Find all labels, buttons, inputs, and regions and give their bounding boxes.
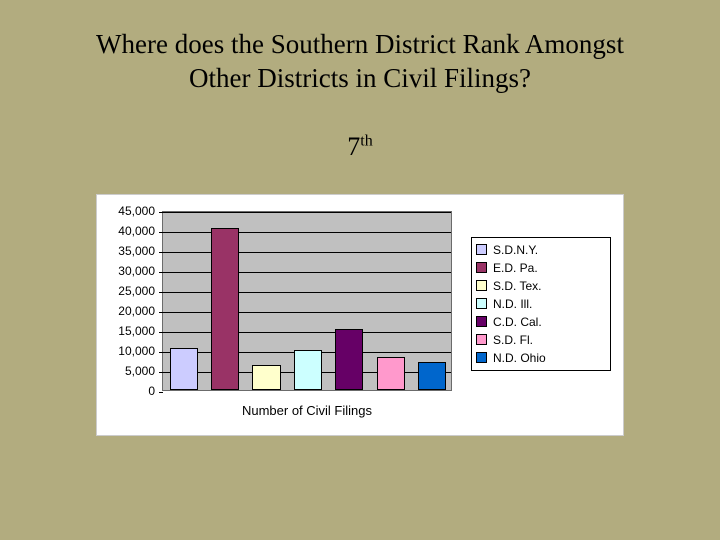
grid-line bbox=[163, 292, 451, 293]
y-tick bbox=[159, 392, 163, 393]
legend-item: E.D. Pa. bbox=[476, 259, 606, 277]
y-tick-label: 15,000 bbox=[97, 325, 155, 337]
bar bbox=[335, 329, 363, 390]
bar bbox=[377, 357, 405, 390]
y-tick-label: 5,000 bbox=[97, 365, 155, 377]
legend-label: N.D. Ill. bbox=[493, 297, 532, 311]
chart-container: 0 5,000 10,000 15,000 20,000 25,000 30,000 35,0… bbox=[96, 194, 624, 436]
y-tick-label: 35,000 bbox=[97, 245, 155, 257]
legend-item: S.D. Tex. bbox=[476, 277, 606, 295]
y-tick-label: 20,000 bbox=[97, 305, 155, 317]
title-line-1: Where does the Southern District Rank Am… bbox=[96, 29, 624, 59]
y-tick bbox=[159, 212, 163, 213]
legend-swatch bbox=[476, 316, 487, 327]
y-axis-labels: 0 5,000 10,000 15,000 20,000 25,000 30,000 35,0… bbox=[97, 205, 159, 397]
legend-item: C.D. Cal. bbox=[476, 313, 606, 331]
bar bbox=[418, 362, 446, 389]
y-tick-label: 40,000 bbox=[97, 225, 155, 237]
legend-label: E.D. Pa. bbox=[493, 261, 538, 275]
bar bbox=[294, 350, 322, 390]
y-tick-label: 0 bbox=[97, 385, 155, 397]
plot-area bbox=[162, 211, 452, 391]
grid-line bbox=[163, 232, 451, 233]
bar bbox=[252, 365, 280, 390]
y-tick bbox=[159, 272, 163, 273]
legend-label: S.D. Fl. bbox=[493, 333, 533, 347]
y-tick bbox=[159, 232, 163, 233]
legend-swatch bbox=[476, 334, 487, 345]
grid-line bbox=[163, 312, 451, 313]
rank-display: 7th bbox=[0, 132, 720, 162]
rank-number: 7 bbox=[347, 132, 360, 161]
rank-suffix: th bbox=[360, 132, 372, 149]
grid-line bbox=[163, 332, 451, 333]
bar bbox=[211, 228, 239, 390]
y-tick bbox=[159, 332, 163, 333]
y-tick bbox=[159, 312, 163, 313]
legend-label: S.D.N.Y. bbox=[493, 243, 538, 257]
legend-label: N.D. Ohio bbox=[493, 351, 546, 365]
legend-item: S.D.N.Y. bbox=[476, 241, 606, 259]
legend-swatch bbox=[476, 244, 487, 255]
y-tick-label: 45,000 bbox=[97, 205, 155, 217]
legend-item: S.D. Fl. bbox=[476, 331, 606, 349]
legend: S.D.N.Y. E.D. Pa. S.D. Tex. N.D. Ill. C.D. C… bbox=[471, 237, 611, 371]
y-tick bbox=[159, 252, 163, 253]
grid-line bbox=[163, 272, 451, 273]
legend-swatch bbox=[476, 352, 487, 363]
legend-swatch bbox=[476, 298, 487, 309]
legend-item: N.D. Ill. bbox=[476, 295, 606, 313]
legend-swatch bbox=[476, 280, 487, 291]
grid-line bbox=[163, 212, 451, 213]
y-tick-label: 10,000 bbox=[97, 345, 155, 357]
legend-item: N.D. Ohio bbox=[476, 349, 606, 367]
legend-label: C.D. Cal. bbox=[493, 315, 542, 329]
bar bbox=[170, 348, 198, 390]
legend-label: S.D. Tex. bbox=[493, 279, 541, 293]
y-tick bbox=[159, 372, 163, 373]
x-axis-label: Number of Civil Filings bbox=[162, 403, 452, 418]
y-tick bbox=[159, 352, 163, 353]
y-tick bbox=[159, 292, 163, 293]
legend-swatch bbox=[476, 262, 487, 273]
y-tick-label: 25,000 bbox=[97, 285, 155, 297]
slide-title: Where does the Southern District Rank Am… bbox=[0, 0, 720, 96]
grid-line bbox=[163, 252, 451, 253]
title-line-2: Other Districts in Civil Filings? bbox=[189, 63, 531, 93]
y-tick-label: 30,000 bbox=[97, 265, 155, 277]
